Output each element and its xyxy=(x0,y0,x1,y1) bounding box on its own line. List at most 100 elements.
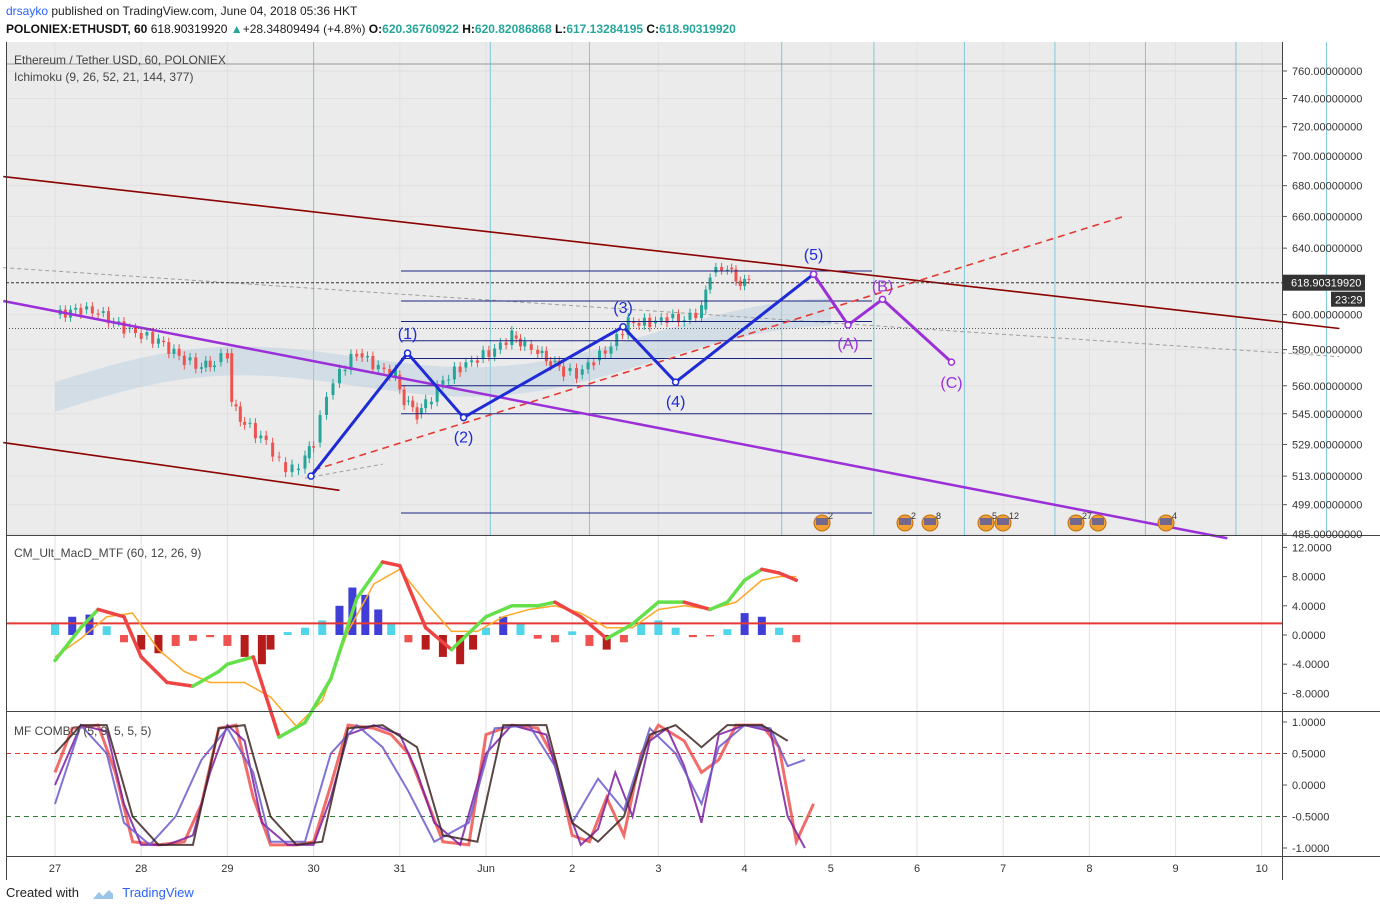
macd-signal-line xyxy=(54,568,797,728)
macd-histogram-bar xyxy=(300,627,309,635)
macd-line-segment xyxy=(217,662,230,674)
macd-line-segment xyxy=(630,600,661,626)
candle-body xyxy=(481,350,485,359)
candle-body xyxy=(182,355,186,366)
event-flag-icon xyxy=(816,518,828,525)
dashed-support-line xyxy=(313,215,1125,471)
candle-body xyxy=(734,269,738,282)
candle-body xyxy=(704,289,708,310)
macd-histogram-bar xyxy=(119,635,128,643)
macd-histogram-bar xyxy=(171,635,180,646)
candle-body xyxy=(523,341,527,347)
macd-line-segment xyxy=(398,563,428,630)
macd-histogram-bar xyxy=(257,635,266,665)
macd-line-segment xyxy=(96,607,126,619)
candle-body xyxy=(85,306,89,310)
macd-histogram-bar xyxy=(602,635,611,650)
time-tick-label: 8 xyxy=(1086,863,1092,875)
candle-body xyxy=(318,414,322,443)
candle-body xyxy=(79,307,83,315)
close-label: C: xyxy=(646,22,660,36)
tradingview-logo-icon[interactable] xyxy=(91,888,115,900)
chart-canvas[interactable]: (1)(2)(3)(4)(5)(A)(B)(C)2 2 8 5 12 27 4 760.00… xyxy=(0,42,1380,880)
tradingview-brand[interactable]: TradingView xyxy=(122,885,194,900)
price-axis[interactable]: 760.00000000 740.00000000 720.00000000 700.… xyxy=(1282,66,1365,855)
combo-tick-label: 0.0000 xyxy=(1292,780,1326,792)
wave-label: (4) xyxy=(666,394,686,411)
candle-body xyxy=(575,367,579,379)
author-name[interactable]: drsayko xyxy=(6,4,49,18)
candle-body xyxy=(360,353,364,358)
candle-body xyxy=(145,332,149,336)
macd-line-segment xyxy=(329,596,359,681)
price-label-box xyxy=(1283,274,1365,291)
candle-body xyxy=(738,280,742,287)
correction-label: (C) xyxy=(940,375,962,392)
macd-line-segment xyxy=(725,578,747,604)
close-value: 618.90319920 xyxy=(659,22,736,36)
candle-body xyxy=(688,312,692,320)
macd-histogram-bar xyxy=(374,609,383,635)
macd-histogram-bar xyxy=(404,635,413,643)
time-tick-label: 7 xyxy=(1000,863,1006,875)
macd-histogram-bar xyxy=(775,627,784,635)
macd-tick-label: -8.0000 xyxy=(1292,688,1329,700)
footer: Created with TradingView xyxy=(6,885,194,900)
macd-histogram-bar xyxy=(283,632,292,635)
open-value: 620.36760922 xyxy=(382,22,459,36)
macd-line-segment xyxy=(742,567,764,582)
wave-point xyxy=(809,270,818,278)
macd-histogram-bar xyxy=(85,614,94,635)
combo-tick-label: -0.5000 xyxy=(1292,812,1329,824)
macd-line-segment xyxy=(760,567,781,575)
candle-body xyxy=(312,446,316,448)
candle-body xyxy=(586,362,590,370)
candle-body xyxy=(419,408,423,414)
wave-point xyxy=(947,358,956,366)
macd-line-segment xyxy=(79,607,100,630)
candle-body xyxy=(208,360,212,368)
ichimoku-legend: Ichimoku (9, 26, 52, 21, 144, 377) xyxy=(14,70,193,84)
abc-correction-wave xyxy=(812,273,953,364)
event-count-label: 12 xyxy=(1009,511,1019,521)
macd-line-segment xyxy=(708,600,730,612)
macd-histogram-bar xyxy=(516,624,525,635)
combo-series-line xyxy=(54,723,806,849)
candle-body xyxy=(536,349,540,354)
price-tick-label: 700.00000000 xyxy=(1292,151,1362,163)
created-with-label: Created with xyxy=(6,885,79,900)
candle-body xyxy=(580,369,584,375)
macd-line-segment xyxy=(191,669,221,688)
macd-tick-label: 4.0000 xyxy=(1292,601,1326,613)
channel-upper-line xyxy=(3,175,1340,330)
candle-body xyxy=(529,344,533,350)
macd-histogram-bar xyxy=(188,635,197,641)
candle-body xyxy=(277,456,281,458)
time-tick-label: 31 xyxy=(394,863,406,875)
candle-body xyxy=(101,311,105,313)
candle-body xyxy=(376,364,380,370)
candle-body xyxy=(398,374,402,390)
candle-body xyxy=(553,360,557,363)
candle-body xyxy=(117,321,121,323)
macd-histogram-bar xyxy=(654,620,663,635)
faint-dashed-line xyxy=(3,267,1340,358)
price-change: +28.34809494 (+4.8%) xyxy=(242,22,366,36)
macd-histogram-bar xyxy=(499,616,508,635)
macd-histogram-bar xyxy=(533,635,542,639)
wave-point xyxy=(671,378,680,386)
wave-label: (2) xyxy=(454,430,474,447)
price-tick-label: 720.00000000 xyxy=(1292,122,1362,134)
event-flag-icon xyxy=(1160,518,1172,525)
candle-body xyxy=(402,389,406,406)
wave-label: (1) xyxy=(398,326,418,343)
symbol-quote-bar: POLONIEX:ETHUSDT, 60 618.90319920 ▲+28.3… xyxy=(6,22,736,36)
time-axis[interactable]: 27 28 29 30 31 Jun 2 3 4 5 6 7 8 9 10 xyxy=(49,863,1268,875)
time-tick-label: 9 xyxy=(1173,863,1179,875)
open-label: O: xyxy=(368,22,383,36)
candle-body xyxy=(325,396,329,415)
time-tick-label: 6 xyxy=(914,863,920,875)
candle-body xyxy=(162,340,166,343)
time-tick-label: 30 xyxy=(307,863,319,875)
candle-body xyxy=(177,348,181,356)
